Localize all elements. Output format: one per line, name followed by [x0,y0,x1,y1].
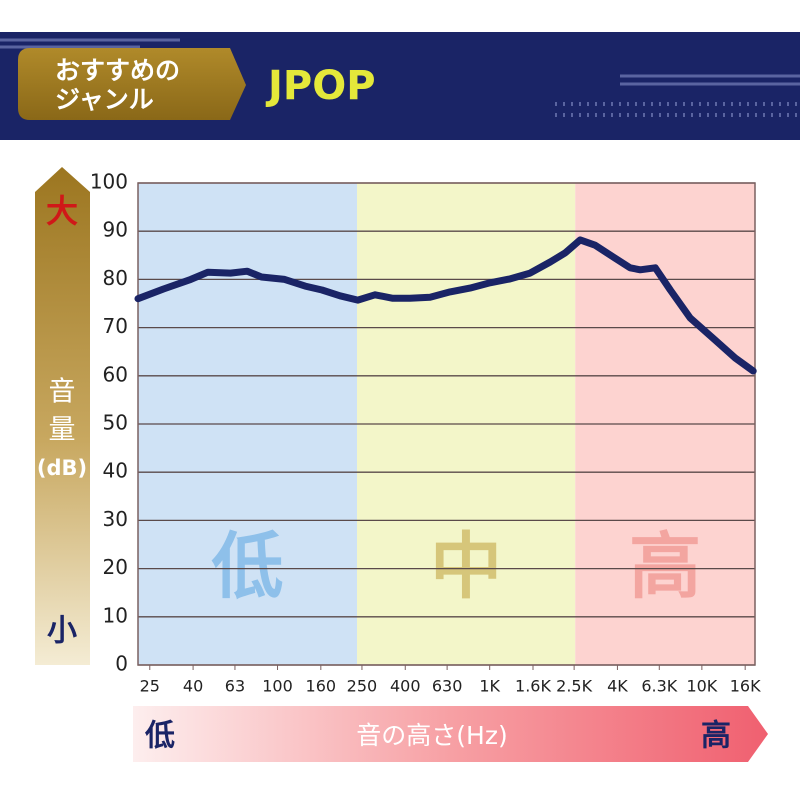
y-low: 小 [47,614,77,649]
x-tick-label: 100 [262,677,293,696]
y-tick-label: 90 [103,218,128,242]
y-label: 量 [49,415,76,446]
x-arrow [133,706,768,762]
tag-line: おすすめの [55,56,180,85]
x-tick-label: 1K [479,677,500,696]
x-label: 音の高さ(Hz) [356,721,507,750]
x-tick-label: 25 [140,677,160,696]
x-tick-label: 160 [306,677,337,696]
y-tick-label: 30 [103,507,128,531]
x-tick-label: 4K [607,677,628,696]
plot: 低 中 高 0 10 20 30 40 50 60 70 80 90 100 25 40 63 100 160 250… [90,170,761,696]
x-low: 低 [144,719,175,754]
x-tick-label: 6.3K [641,677,677,696]
plot-frame [137,182,756,666]
x-high: 高 [701,719,731,754]
y-tick-label: 40 [103,459,128,483]
y-tick-label: 0 [115,652,128,676]
y-tick-label: 20 [103,555,128,579]
x-tick-label: 1.6K [515,677,551,696]
x-tick-label: 2.5K [556,677,592,696]
band-label: 中 [430,525,502,609]
tag-line: ジャンル [55,85,154,114]
y-arrow [35,167,90,665]
y-label: 音 [49,377,76,408]
x-tick-label: 40 [183,677,203,696]
x-tick-label: 16K [730,677,761,696]
x-tick-label: 63 [225,677,245,696]
x-tick-label: 10K [686,677,717,696]
header-stripes [0,38,800,117]
x-tick-label: 250 [347,677,378,696]
band-label: 高 [629,525,701,609]
y-label: (dB) [37,456,87,480]
x-tick-label: 400 [390,677,421,696]
data-line [134,236,757,375]
y-tick-label: 80 [103,266,128,290]
y-tick-label: 10 [103,603,128,627]
y-high: 大 [46,192,78,230]
y-tick-label: 50 [103,411,128,435]
genre-tag [18,48,246,120]
genre-name: JPOP [265,63,376,109]
band-label: 低 [212,525,284,609]
y-tick-label: 70 [103,314,128,338]
y-tick-label: 100 [90,170,128,194]
y-tick-label: 60 [103,362,128,386]
x-tick-label: 630 [432,677,463,696]
